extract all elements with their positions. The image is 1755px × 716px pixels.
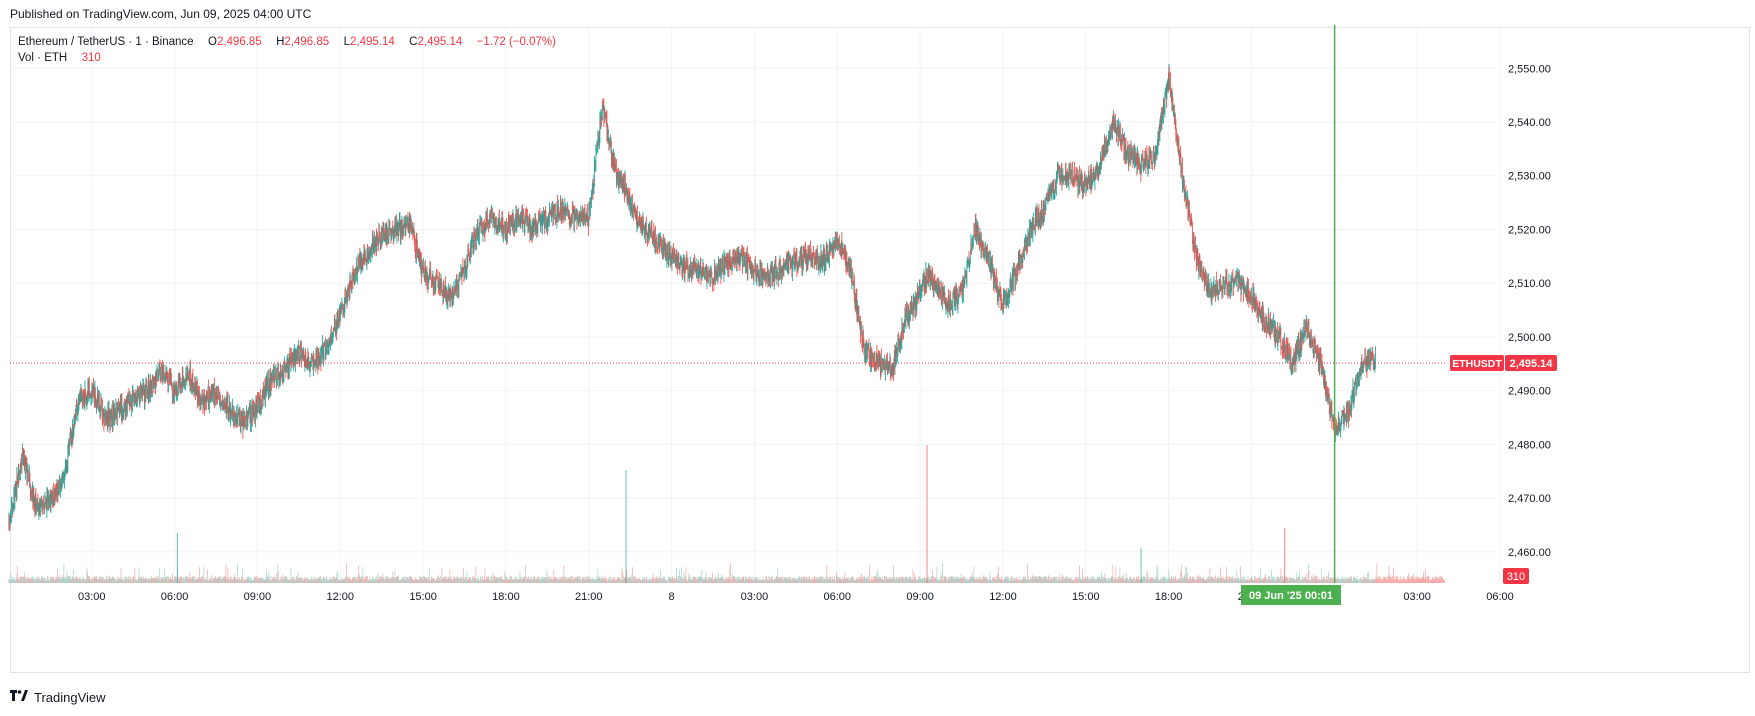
grid-lines <box>10 28 1501 583</box>
candles <box>8 63 1376 532</box>
published-note: Published on TradingView.com, Jun 09, 20… <box>10 7 312 21</box>
volume-bars <box>8 445 1445 583</box>
chart-frame <box>10 27 1750 673</box>
